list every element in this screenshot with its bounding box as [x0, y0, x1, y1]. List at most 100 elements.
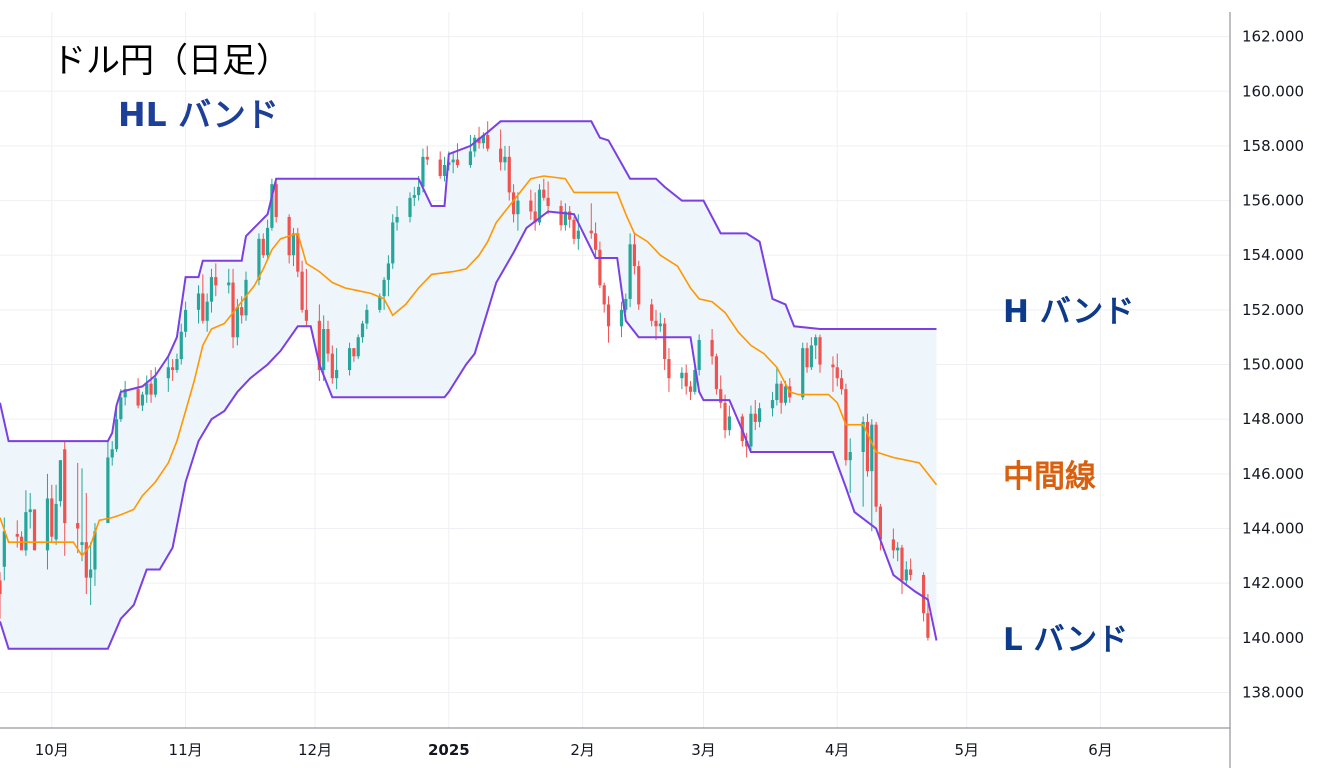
candle-body	[533, 211, 537, 223]
candle	[896, 542, 900, 562]
h-band-label: H バンド	[1003, 294, 1134, 330]
candle-body	[861, 421, 865, 452]
candle	[50, 484, 54, 543]
candle-body	[814, 337, 818, 346]
candle-body	[757, 408, 762, 422]
candle-body	[140, 394, 145, 406]
mid-line	[0, 175, 938, 558]
candle	[395, 206, 399, 231]
candle	[779, 380, 783, 414]
candle-body	[0, 580, 2, 595]
candle	[663, 318, 667, 370]
candle-body	[783, 386, 788, 403]
candle-body	[106, 457, 110, 524]
candle-body	[628, 244, 632, 299]
candle	[265, 219, 270, 261]
candle	[356, 334, 360, 360]
candle-body	[274, 184, 278, 217]
y-tick-label: 140.000	[1242, 629, 1304, 647]
candle	[106, 441, 110, 524]
candle-body	[296, 233, 300, 272]
candle	[602, 282, 606, 313]
candle-body	[455, 159, 460, 166]
candle	[149, 370, 153, 403]
candle-body	[408, 197, 412, 217]
candle	[559, 200, 563, 231]
candle-body	[451, 159, 455, 163]
candle	[632, 233, 637, 275]
x-tick-label: 4月	[825, 741, 850, 759]
candle	[891, 528, 895, 559]
candle-body	[196, 293, 201, 310]
candle-body	[335, 370, 339, 379]
candle	[227, 268, 231, 294]
x-tick-label: 6月	[1088, 741, 1113, 759]
candle-body	[395, 216, 399, 223]
candle	[352, 348, 356, 362]
candle	[529, 189, 533, 220]
candle-body	[119, 397, 123, 420]
candle	[572, 216, 576, 245]
candle-body	[209, 277, 214, 302]
candle-body	[516, 200, 520, 215]
candle	[900, 544, 904, 595]
candle-body	[231, 282, 235, 338]
candle	[473, 134, 477, 157]
candle-body	[507, 156, 511, 193]
y-tick-label: 156.000	[1242, 192, 1304, 210]
candle	[576, 214, 580, 250]
candle	[874, 421, 878, 513]
candle-body	[632, 244, 637, 267]
candle-body	[183, 309, 188, 332]
candle-body	[805, 348, 809, 368]
candle-body	[300, 271, 304, 310]
candle	[214, 263, 218, 297]
candle	[861, 416, 865, 507]
candle-body	[179, 331, 183, 360]
y-tick-label: 152.000	[1242, 301, 1304, 319]
candle	[76, 462, 80, 554]
candle-body	[352, 348, 356, 357]
candle	[317, 304, 321, 381]
candle-body	[921, 574, 926, 614]
candle-body	[15, 533, 19, 537]
chart-subtitle: HL バンド	[118, 95, 279, 134]
y-tick-label: 146.000	[1242, 465, 1304, 483]
candle	[839, 370, 844, 395]
candle	[801, 342, 805, 401]
candle	[818, 334, 822, 373]
x-tick-label: 2月	[570, 741, 595, 759]
candle-body	[753, 413, 757, 422]
candle-body	[770, 400, 775, 409]
candle	[145, 375, 149, 403]
candle-body	[572, 219, 576, 239]
candle	[45, 473, 50, 570]
candle	[63, 441, 67, 556]
candle	[408, 192, 412, 223]
candle	[421, 148, 425, 193]
candle-body	[831, 364, 835, 368]
candle-body	[598, 249, 602, 286]
candle	[697, 334, 701, 376]
candle-body	[693, 370, 697, 392]
candle-body	[848, 451, 852, 461]
candle	[624, 293, 628, 313]
y-tick-label: 148.000	[1242, 410, 1304, 428]
candle	[870, 419, 874, 532]
candle-body	[326, 329, 330, 354]
candle	[637, 260, 641, 310]
candle-body	[909, 569, 913, 575]
x-tick-label: 11月	[169, 741, 203, 759]
candle-body	[542, 189, 546, 198]
candle	[442, 156, 447, 182]
candle	[19, 531, 24, 551]
candle	[533, 192, 537, 231]
candle	[848, 438, 852, 493]
candle	[412, 186, 416, 207]
candle-body	[602, 285, 606, 305]
candle	[775, 367, 779, 406]
candle-body	[529, 200, 533, 212]
candle-body	[235, 307, 239, 338]
candle	[0, 572, 2, 619]
candle	[179, 323, 183, 365]
